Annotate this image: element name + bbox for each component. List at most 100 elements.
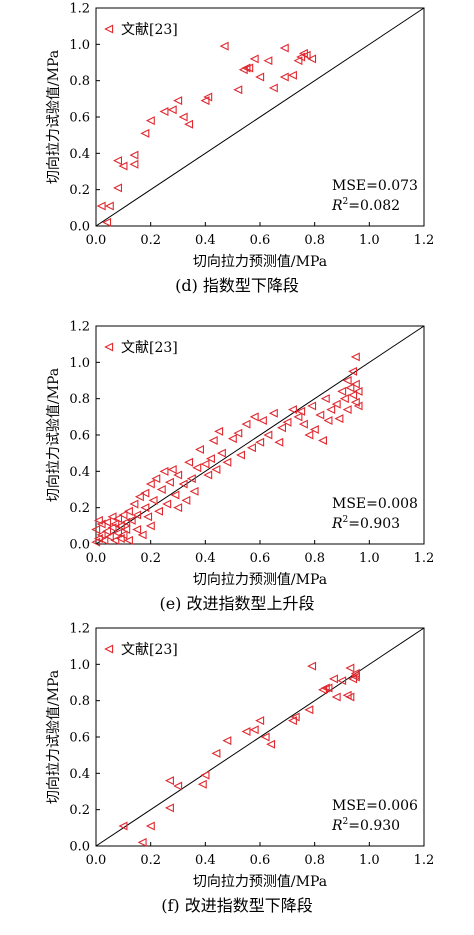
data-point	[184, 119, 194, 129]
x-tick-label: 1.0	[359, 233, 380, 248]
r2-value: =0.903	[348, 516, 400, 532]
data-point	[143, 512, 153, 522]
data-point	[200, 459, 210, 469]
data-point	[216, 448, 226, 458]
data-point	[164, 776, 174, 786]
data-point	[287, 405, 297, 415]
data-point	[205, 454, 215, 464]
data-point	[260, 732, 270, 742]
data-point	[102, 517, 112, 527]
x-tick-label: 0.8	[304, 233, 325, 248]
data-point	[113, 514, 123, 524]
data-point	[113, 183, 123, 193]
data-point	[129, 150, 139, 160]
data-point	[129, 499, 139, 509]
data-point	[102, 217, 112, 227]
data-point	[222, 457, 232, 467]
data-point	[236, 450, 246, 460]
data-point	[328, 674, 338, 684]
r2-symbol: R	[331, 516, 343, 532]
reference-line	[95, 7, 425, 227]
data-point	[164, 803, 174, 813]
data-point	[233, 428, 243, 438]
y-tick-label: 0.0	[69, 538, 90, 553]
data-point	[151, 474, 161, 484]
r2-value: =0.082	[348, 198, 400, 214]
data-point	[296, 52, 306, 62]
data-point	[274, 437, 284, 447]
data-point	[91, 537, 101, 547]
x-tick-label: 0.6	[250, 551, 271, 566]
data-point	[104, 532, 114, 542]
y-tick-label: 0.6	[69, 111, 90, 126]
data-point	[334, 414, 344, 424]
x-tick-label: 0.2	[140, 853, 161, 868]
data-point	[255, 716, 265, 726]
data-point	[350, 352, 360, 362]
data-point	[345, 663, 355, 673]
data-point	[132, 510, 142, 520]
data-point	[107, 512, 117, 522]
data-point	[304, 705, 314, 715]
chart-caption-e: (e) 改进指数型上升段	[159, 594, 315, 613]
y-tick-label: 0.6	[69, 731, 90, 746]
data-point	[307, 661, 317, 671]
data-point	[287, 716, 297, 726]
data-point	[219, 41, 229, 51]
data-point	[184, 457, 194, 467]
data-point	[263, 430, 273, 440]
reference-line	[95, 627, 425, 847]
data-point	[331, 692, 341, 702]
data-point	[137, 530, 147, 540]
data-point	[287, 70, 297, 80]
x-tick-label: 0.8	[304, 853, 325, 868]
data-point	[200, 96, 210, 106]
data-point	[140, 488, 150, 498]
chart-panel-e: 0.0 0.2 0.4 0.6 0.8 1.0 1.2 0.0 0.2 0.4 0.6 0.8 1.0 1…	[0, 318, 474, 628]
data-point	[121, 517, 131, 527]
r2-symbol: R	[331, 198, 343, 214]
series-group	[118, 661, 360, 847]
data-point	[96, 519, 106, 529]
x-tick-label: 0.8	[304, 551, 325, 566]
data-point	[331, 399, 341, 409]
mse-annotation: MSE=0.073	[332, 178, 418, 194]
data-point	[121, 524, 131, 534]
data-point	[145, 821, 155, 831]
data-point	[148, 495, 158, 505]
data-point	[159, 466, 169, 476]
data-point	[115, 521, 125, 531]
data-point	[342, 405, 352, 415]
data-point	[118, 161, 128, 171]
y-tick-label: 0.4	[69, 465, 90, 480]
data-point	[337, 386, 347, 396]
data-point	[173, 781, 183, 791]
r2-annotation: R2=0.082	[331, 197, 400, 214]
data-point	[268, 83, 278, 93]
legend-label: 文献[23]	[121, 340, 178, 356]
chart-panel-f: 0.0 0.2 0.4 0.6 0.8 1.0 1.2 0.0 0.2 0.4 0.6 0.8 1.0 1…	[0, 620, 474, 930]
data-point	[233, 85, 243, 95]
data-point	[154, 506, 164, 516]
y-axis-label: 切向拉力试验值/MPa	[46, 670, 62, 804]
chart-caption-d: (d) 指数型下降段	[175, 276, 299, 295]
data-point	[320, 683, 330, 693]
x-axis-label: 切向拉力预测值/MPa	[193, 874, 327, 890]
data-point	[320, 394, 330, 404]
data-point	[227, 434, 237, 444]
data-point	[132, 524, 142, 534]
x-tick-label: 1.2	[414, 853, 435, 868]
r2-symbol: R	[331, 818, 343, 834]
data-point	[268, 408, 278, 418]
x-tick-label: 0.6	[250, 853, 271, 868]
y-tick-label: 0.8	[69, 694, 90, 709]
legend-label: 文献[23]	[121, 642, 178, 658]
y-tick-label: 0.2	[69, 803, 90, 818]
scatter-chart-d: 0.0 0.2 0.4 0.6 0.8 1.0 1.2 0.0 0.2 0.4 0.6 0.8 1.0 1…	[46, 2, 434, 271]
data-point	[296, 406, 306, 416]
data-point	[167, 105, 177, 115]
y-tick-label: 0.8	[69, 392, 90, 407]
data-point	[159, 107, 169, 117]
data-point	[323, 415, 333, 425]
data-point	[178, 479, 188, 489]
